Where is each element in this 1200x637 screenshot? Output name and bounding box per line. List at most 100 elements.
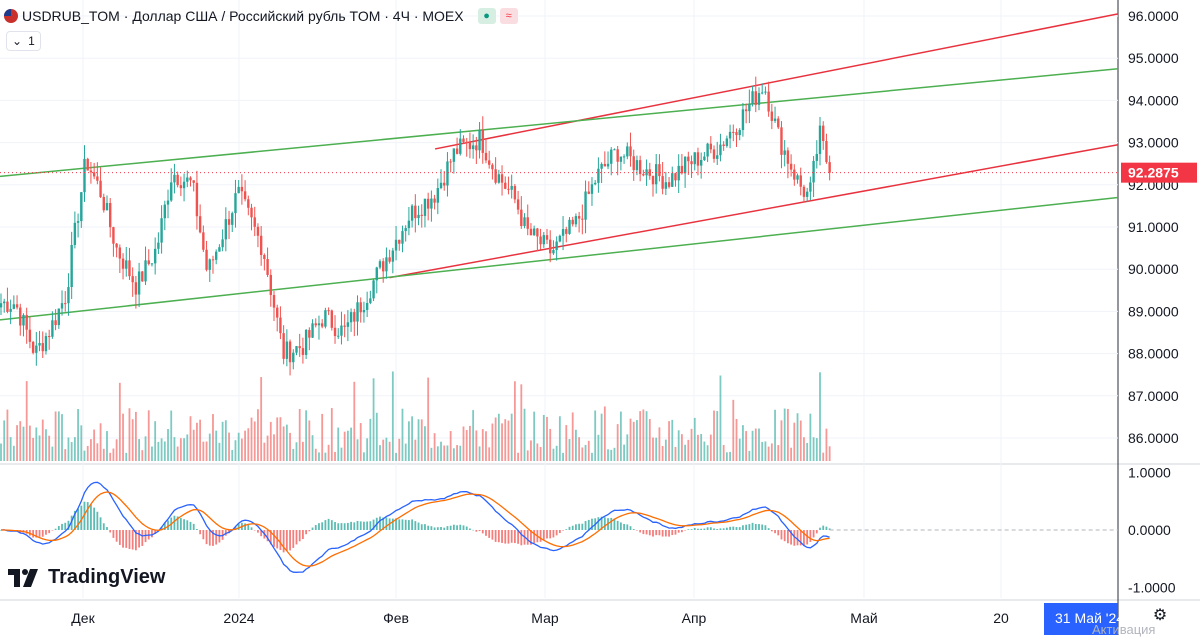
volume-bar bbox=[109, 452, 112, 461]
candle-body bbox=[478, 130, 481, 151]
volume-bar bbox=[102, 448, 105, 461]
volume-bar bbox=[279, 417, 282, 461]
candle-body bbox=[73, 222, 77, 245]
candle-body bbox=[189, 177, 192, 181]
candle-body bbox=[337, 335, 340, 337]
tradingview-logo[interactable]: TradingView bbox=[8, 566, 165, 589]
macd-histogram-bar bbox=[41, 530, 44, 537]
volume-bar bbox=[693, 417, 696, 461]
candle-body bbox=[12, 304, 16, 309]
macd-histogram-bar bbox=[417, 522, 420, 530]
volume-bar bbox=[9, 437, 12, 461]
data-status-icon[interactable]: ≈ bbox=[499, 8, 518, 24]
volume-bar bbox=[636, 420, 638, 461]
volume-bar bbox=[629, 418, 632, 461]
candle-body bbox=[825, 141, 828, 163]
time-tick-label: 20 bbox=[993, 610, 1009, 626]
macd-histogram-bar bbox=[542, 530, 545, 540]
volume-bar bbox=[594, 410, 597, 461]
candle-body bbox=[683, 156, 687, 174]
macd-histogram-bar bbox=[632, 529, 635, 530]
macd-histogram-bar bbox=[247, 525, 250, 530]
volume-bar bbox=[803, 437, 805, 461]
volume-bar bbox=[237, 432, 240, 461]
candle-body bbox=[449, 161, 452, 163]
volume-bar bbox=[748, 450, 751, 461]
candle-body bbox=[802, 186, 806, 197]
candle-body bbox=[202, 232, 205, 250]
macd-histogram-bar bbox=[575, 524, 577, 530]
macd-histogram-bar bbox=[202, 530, 205, 540]
macd-histogram-bar bbox=[485, 530, 487, 536]
candle-body bbox=[414, 205, 417, 219]
volume-bar bbox=[346, 430, 349, 461]
candle-body bbox=[44, 336, 48, 352]
volume-bar bbox=[228, 432, 230, 461]
indicators-toggle[interactable]: ⌄ 1 bbox=[6, 31, 41, 51]
volume-bar bbox=[456, 445, 458, 461]
volume-bar bbox=[677, 430, 680, 461]
candle-body bbox=[542, 235, 545, 245]
candle-body bbox=[311, 323, 314, 338]
volume-bar bbox=[404, 443, 407, 461]
macd-histogram-bar bbox=[395, 518, 397, 530]
time-tick-label: 2024 bbox=[223, 610, 254, 626]
macd-histogram-bar bbox=[729, 526, 731, 530]
macd-histogram-bar bbox=[517, 530, 520, 544]
volume-bar bbox=[648, 419, 651, 461]
candle-body bbox=[51, 320, 54, 337]
volume-bar bbox=[520, 384, 523, 461]
volume-bar bbox=[725, 452, 728, 461]
volume-bar bbox=[475, 430, 478, 461]
volume-bar bbox=[719, 375, 722, 461]
candle-body bbox=[356, 302, 359, 322]
settings-gear-icon[interactable]: ⚙ bbox=[1152, 607, 1168, 624]
macd-histogram-bar bbox=[64, 522, 67, 530]
candle-body bbox=[317, 323, 321, 326]
candle-body bbox=[401, 231, 404, 244]
candle-body bbox=[253, 217, 256, 227]
candle-body bbox=[741, 109, 745, 131]
volume-bar bbox=[337, 427, 340, 461]
volume-bar bbox=[671, 419, 674, 461]
volume-bar bbox=[334, 451, 336, 461]
volume-bar bbox=[758, 428, 760, 461]
macd-histogram-bar bbox=[764, 525, 767, 530]
symbol-name[interactable]: USDRUB_TOM bbox=[22, 8, 120, 24]
candle-body bbox=[626, 146, 629, 157]
volume-bar bbox=[626, 434, 629, 461]
volume-bar bbox=[533, 411, 536, 461]
volume-bar bbox=[536, 443, 539, 461]
candle-body bbox=[725, 138, 729, 146]
market-status-icon[interactable]: ● bbox=[477, 8, 496, 24]
candle-body bbox=[173, 174, 176, 183]
volume-bar bbox=[215, 430, 218, 461]
macd-histogram-bar bbox=[48, 530, 51, 534]
candle-body bbox=[163, 204, 167, 219]
volume-bar bbox=[266, 435, 269, 461]
volume-bar bbox=[568, 439, 571, 461]
price-tick-label: 96.0000 bbox=[1128, 8, 1179, 24]
macd-histogram-bar bbox=[196, 529, 198, 530]
volume-bar bbox=[202, 441, 205, 461]
volume-bar bbox=[497, 413, 500, 461]
macd-histogram-bar bbox=[186, 520, 189, 530]
macd-histogram-bar bbox=[652, 530, 654, 537]
volume-bar bbox=[619, 411, 622, 461]
candle-body bbox=[577, 216, 581, 219]
volume-bar bbox=[125, 452, 128, 461]
macd-histogram-bar bbox=[215, 530, 218, 545]
volume-bar bbox=[192, 429, 195, 461]
candle-body bbox=[112, 227, 115, 244]
volume-bar bbox=[549, 428, 552, 461]
macd-histogram-bar bbox=[793, 530, 796, 546]
volume-bar bbox=[587, 440, 590, 461]
candle-body bbox=[526, 217, 529, 229]
macd-histogram-bar bbox=[504, 530, 507, 544]
candle-body bbox=[231, 213, 234, 225]
volume-bar bbox=[353, 381, 356, 461]
volume-bar bbox=[488, 447, 491, 461]
volume-bar bbox=[375, 412, 378, 461]
candle-body bbox=[160, 218, 163, 243]
macd-histogram-bar bbox=[54, 528, 57, 530]
